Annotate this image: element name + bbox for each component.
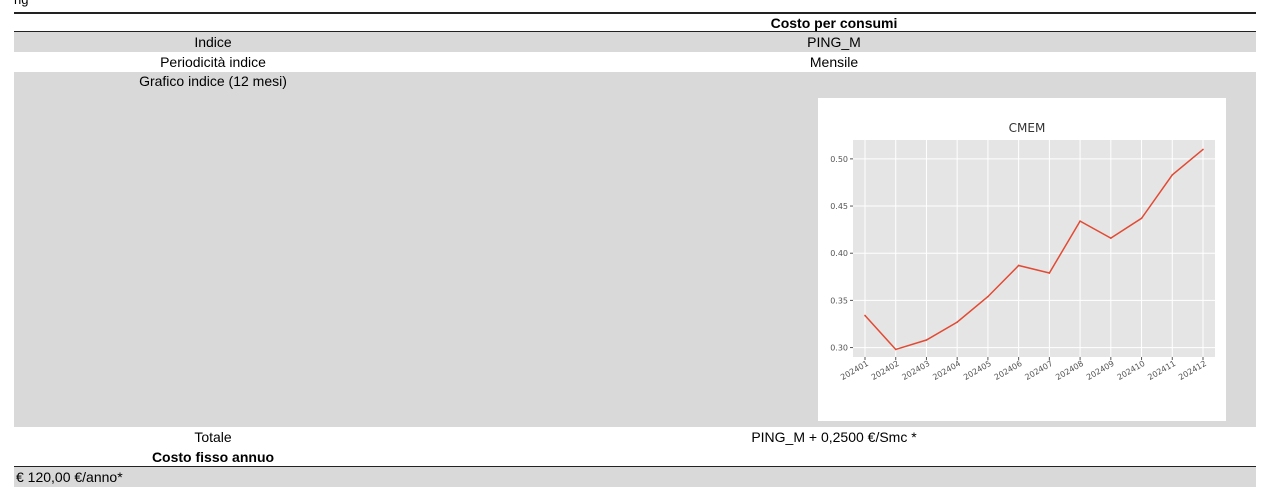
data-point: [1202, 148, 1204, 151]
plot-area: [853, 140, 1215, 357]
totale-value: PING_M + 0,2500 €/Smc *: [751, 429, 917, 445]
x-tick-label: 202404: [931, 359, 962, 382]
x-tick-label: 202408: [1054, 359, 1085, 382]
x-tick-label: 202411: [1146, 359, 1177, 382]
y-tick-label: 0.45: [830, 202, 848, 211]
totale-label: Totale: [194, 429, 232, 445]
x-tick-label: 202409: [1085, 359, 1116, 382]
data-point: [864, 314, 866, 317]
x-tick-label: 202403: [901, 359, 932, 382]
grafico-label: Grafico indice (12 mesi): [139, 73, 287, 89]
header-costo-per-consumi: Costo per consumi: [770, 14, 898, 31]
row-periodicita: Periodicità indice Mensile: [14, 52, 1256, 72]
data-point: [1171, 174, 1174, 176]
costo-fisso-value: € 120,00 €/anno*: [16, 469, 123, 485]
indice-label: Indice: [194, 34, 232, 50]
data-point: [1079, 220, 1081, 222]
data-point: [894, 348, 897, 351]
data-point: [1017, 264, 1020, 267]
row-costo-fisso-title: Costo fisso annuo: [14, 447, 1256, 467]
x-tick-label: 202407: [1023, 359, 1054, 382]
data-point: [925, 339, 928, 341]
y-tick-label: 0.40: [830, 249, 848, 258]
index-chart: CMEM 0.30 0.35 0.40 0.45 0.50 202401 202402 202…: [818, 98, 1226, 421]
row-totale: Totale PING_M + 0,2500 €/Smc *: [14, 427, 1256, 447]
top-text-fragment: ng: [14, 0, 28, 7]
row-indice: Indice PING_M: [14, 32, 1256, 52]
y-tick-label: 0.50: [830, 155, 848, 164]
costo-fisso-title: Costo fisso annuo: [151, 448, 275, 465]
y-tick-label: 0.30: [830, 344, 848, 353]
x-tick-label: 202405: [962, 359, 993, 382]
series-line: [864, 148, 1204, 351]
data-point: [1110, 237, 1112, 239]
row-costo-fisso-value: € 120,00 €/anno*: [14, 467, 1256, 487]
data-point: [987, 295, 989, 298]
chart-title: CMEM: [1009, 121, 1046, 135]
periodicita-label: Periodicità indice: [160, 54, 266, 70]
x-tick-label: 202410: [1116, 359, 1147, 382]
x-tick-label: 202406: [993, 359, 1024, 382]
y-tick-label: 0.35: [830, 296, 848, 305]
x-tick-label: 202402: [870, 359, 901, 382]
x-tick-label: 202412: [1177, 359, 1208, 382]
data-point: [1140, 217, 1143, 220]
header-row: Costo per consumi: [14, 12, 1256, 32]
periodicita-value: Mensile: [809, 54, 859, 70]
x-tick-label: 202401: [839, 359, 870, 382]
header-left: [14, 14, 412, 31]
data-point: [956, 321, 958, 323]
indice-value: PING_M: [807, 34, 861, 50]
data-point: [1048, 272, 1051, 274]
